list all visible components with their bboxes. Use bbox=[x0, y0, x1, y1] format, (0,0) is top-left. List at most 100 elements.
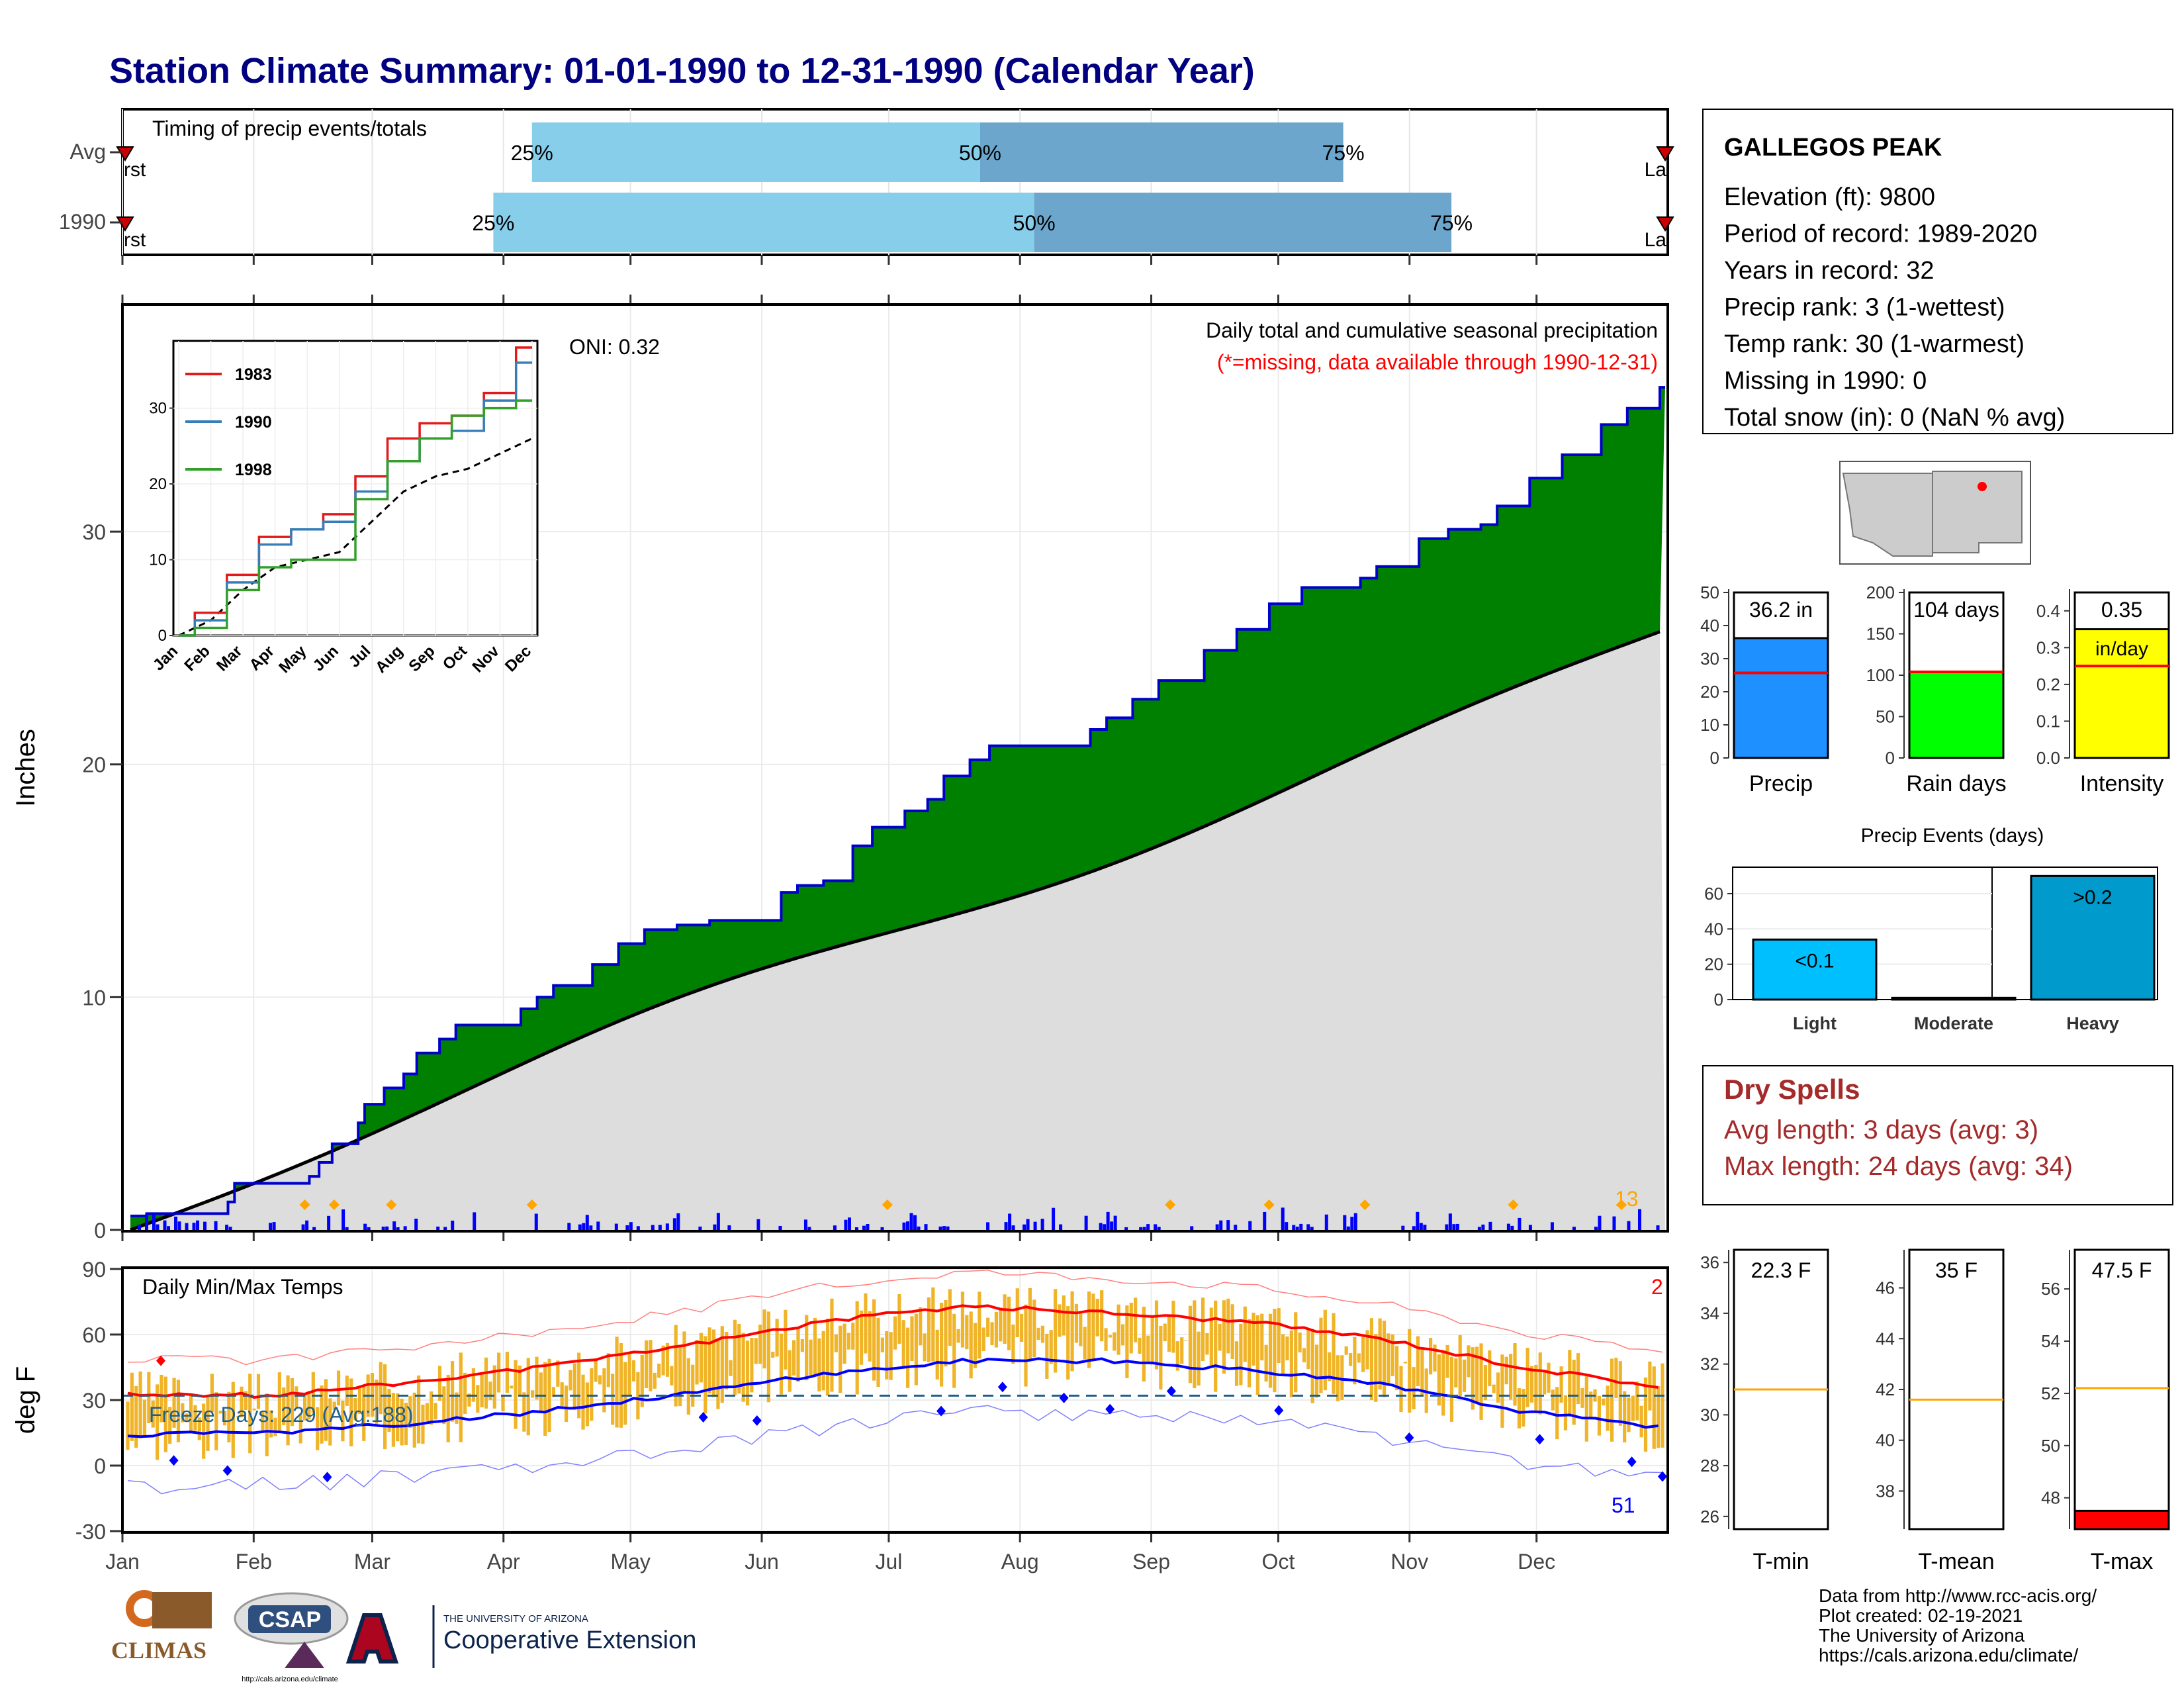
daily-temp-bar bbox=[269, 1410, 273, 1438]
daily-temp-bar bbox=[653, 1372, 657, 1389]
daily-precip-bar bbox=[1113, 1215, 1117, 1230]
daily-temp-bar bbox=[1015, 1288, 1019, 1338]
daily-temp-bar bbox=[901, 1320, 905, 1368]
daily-temp-bar bbox=[716, 1340, 720, 1409]
daily-temp-bar bbox=[320, 1385, 324, 1444]
events-bar-label: >0.2 bbox=[2073, 886, 2112, 908]
daily-precip-bar bbox=[1310, 1227, 1314, 1230]
daily-temp-bar bbox=[176, 1380, 181, 1442]
events-tick-label: 60 bbox=[1704, 884, 1723, 904]
daily-temp-bar bbox=[1171, 1300, 1175, 1353]
daily-temp-bar bbox=[1281, 1334, 1285, 1376]
daily-temp-bar bbox=[800, 1339, 804, 1352]
temp-box-category-label: T-min bbox=[1753, 1549, 1809, 1574]
small-bar-value bbox=[1733, 637, 1829, 759]
daily-temp-bar bbox=[1661, 1363, 1664, 1448]
daily-temp-bar bbox=[1209, 1307, 1213, 1368]
precip-ytick-label: 30 bbox=[82, 520, 106, 544]
svg-text:CSAP: CSAP bbox=[259, 1607, 321, 1632]
daily-temp-bar bbox=[1070, 1291, 1074, 1372]
daily-temp-bar bbox=[442, 1386, 446, 1425]
daily-temp-bar bbox=[256, 1374, 261, 1409]
small-bar-value-label: 36.2 in bbox=[1749, 598, 1813, 622]
daily-temp-bar bbox=[1412, 1367, 1416, 1410]
daily-precip-bar bbox=[1103, 1224, 1107, 1230]
daily-temp-bar bbox=[1036, 1327, 1040, 1340]
daily-temp-bar bbox=[707, 1327, 711, 1393]
daily-temp-bar bbox=[437, 1366, 442, 1401]
daily-temp-bar bbox=[640, 1354, 644, 1407]
precip-panel: Daily total and cumulative seasonal prec… bbox=[11, 295, 1669, 1243]
daily-temp-bar bbox=[1066, 1306, 1070, 1380]
daily-temp-bar bbox=[1395, 1346, 1399, 1391]
daily-temp-bar bbox=[981, 1327, 985, 1351]
temp-month-label: Oct bbox=[1262, 1550, 1295, 1573]
daily-temp-bar bbox=[425, 1403, 429, 1421]
daily-precip-bar bbox=[1299, 1223, 1303, 1230]
daily-precip-bar bbox=[185, 1223, 189, 1230]
temp-box-tick-label: 40 bbox=[1876, 1430, 1895, 1450]
small-bar-tick-label: 0.0 bbox=[2036, 748, 2060, 768]
heavy-precip-marker bbox=[386, 1199, 397, 1210]
daily-temp-bar bbox=[1243, 1306, 1247, 1362]
footer-line-2: Plot created: 02-19-2021 bbox=[1819, 1605, 2023, 1626]
daily-precip-bar bbox=[658, 1225, 662, 1230]
location-map bbox=[1839, 461, 2031, 565]
daily-temp-bar bbox=[741, 1333, 745, 1402]
daily-temp-bar bbox=[766, 1311, 770, 1403]
inset-legend-label: 1983 bbox=[235, 365, 272, 384]
temp-month-label: Aug bbox=[1001, 1550, 1039, 1573]
daily-temp-bar bbox=[1509, 1354, 1513, 1400]
temp-box-tick-label: 26 bbox=[1700, 1507, 1719, 1526]
daily-precip-bar bbox=[341, 1209, 345, 1230]
daily-temp-bar bbox=[805, 1315, 809, 1381]
daily-temp-bar bbox=[1020, 1313, 1024, 1342]
daily-temp-bar bbox=[408, 1396, 412, 1429]
temp-box-tick-label: 32 bbox=[1700, 1354, 1719, 1374]
inset-ytick: 20 bbox=[149, 475, 167, 493]
daily-temp-bar bbox=[463, 1372, 467, 1415]
daily-temp-bar bbox=[1188, 1305, 1193, 1383]
daily-precip-bar bbox=[924, 1224, 928, 1230]
events-tick-label: 0 bbox=[1714, 990, 1723, 1009]
record-low-marker bbox=[1627, 1456, 1637, 1468]
record-low-line bbox=[127, 1405, 1663, 1495]
daily-precip-bar bbox=[1190, 1226, 1194, 1230]
daily-temp-bar bbox=[691, 1364, 695, 1407]
daily-temp-bar bbox=[172, 1378, 176, 1428]
daily-temp-bar bbox=[1555, 1387, 1559, 1440]
small-bar-tick-label: 30 bbox=[1700, 649, 1719, 669]
daily-temp-bar bbox=[1113, 1332, 1116, 1351]
timing-bar-early bbox=[531, 122, 980, 182]
daily-precip-bar bbox=[1343, 1215, 1347, 1230]
events-category-label: Moderate bbox=[1914, 1013, 1993, 1033]
dry-spells-avg: Avg length: 3 days (avg: 3) bbox=[1724, 1115, 2038, 1145]
daily-temp-bar bbox=[914, 1313, 918, 1385]
record-high-line bbox=[127, 1270, 1663, 1366]
temp-ytick-label: 90 bbox=[82, 1258, 106, 1282]
daily-precip-bar bbox=[196, 1220, 200, 1230]
daily-temp-bar bbox=[126, 1401, 130, 1450]
record-low-marker bbox=[698, 1411, 708, 1423]
small-bar-tick-label: 100 bbox=[1866, 665, 1895, 685]
daily-temp-bar bbox=[430, 1391, 433, 1425]
daily-temp-bar bbox=[341, 1400, 345, 1442]
oni-label: ONI: 0.32 bbox=[569, 335, 660, 359]
daily-precip-bar bbox=[665, 1223, 669, 1230]
daily-temp-bar bbox=[859, 1310, 864, 1365]
temp-box-tick-label: 28 bbox=[1700, 1456, 1719, 1476]
temp-month-label: Sep bbox=[1132, 1550, 1170, 1573]
record-low-marker bbox=[222, 1465, 232, 1476]
daily-temp-bar bbox=[1163, 1323, 1167, 1342]
daily-precip-bar bbox=[174, 1216, 178, 1230]
daily-temp-bar bbox=[248, 1374, 252, 1454]
daily-precip-bar bbox=[1263, 1211, 1267, 1230]
daily-temp-bar bbox=[357, 1387, 361, 1415]
daily-precip-bar bbox=[403, 1226, 407, 1230]
daily-temp-bar bbox=[1264, 1344, 1268, 1382]
daily-temp-bar bbox=[163, 1376, 167, 1452]
daily-precip-bar bbox=[676, 1213, 680, 1230]
temp-month-label: Apr bbox=[487, 1550, 520, 1573]
timing-bar-late bbox=[1034, 193, 1452, 252]
daily-temp-bar bbox=[1538, 1352, 1542, 1415]
